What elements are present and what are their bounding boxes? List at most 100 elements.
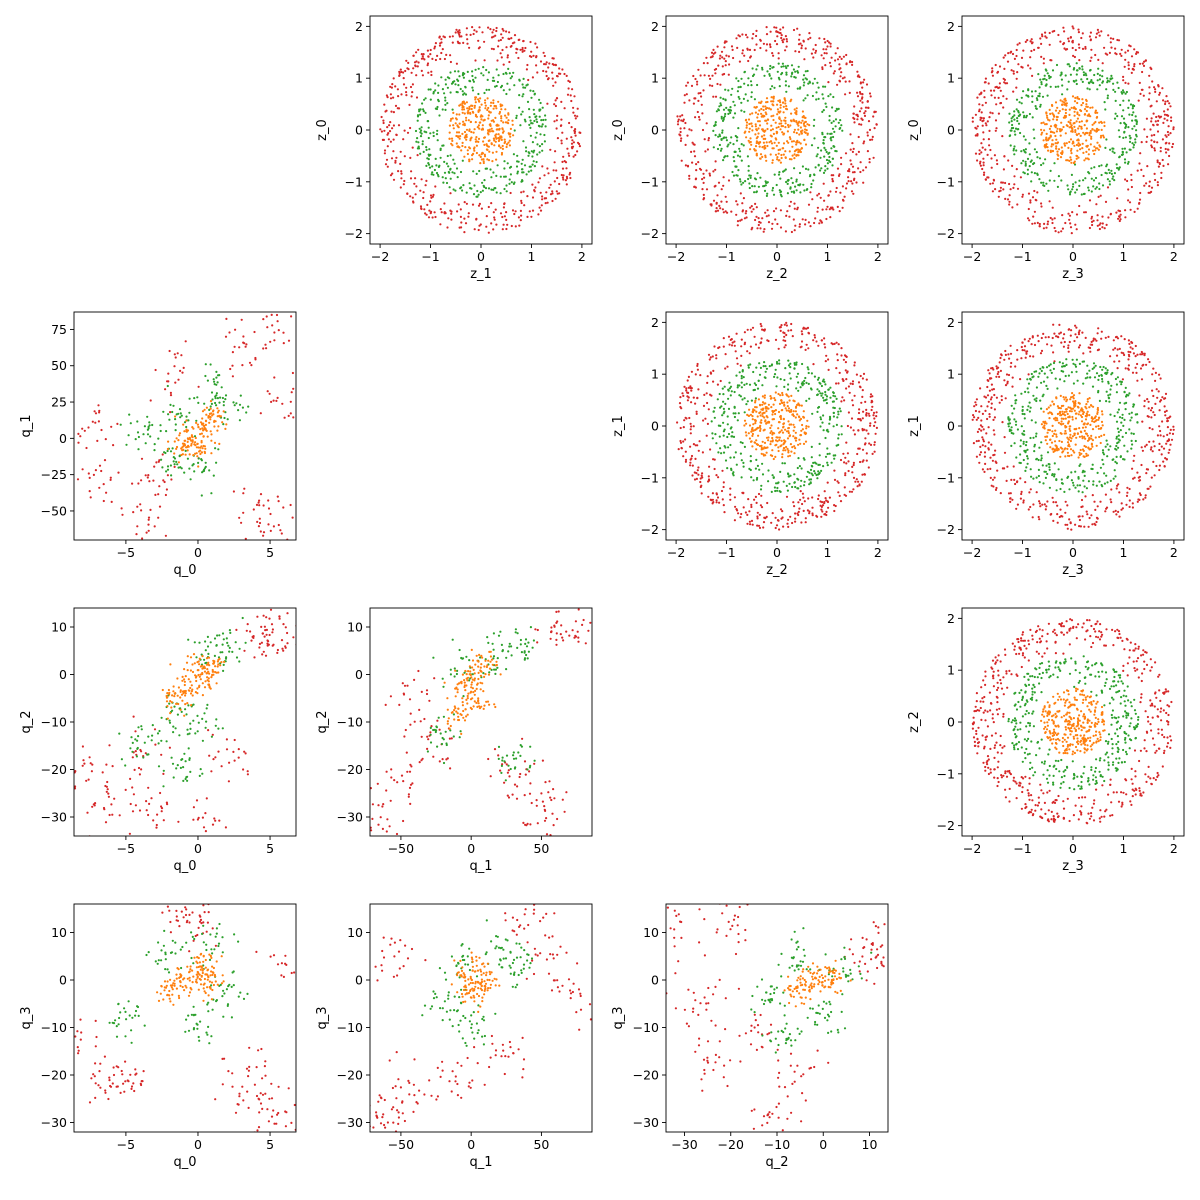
scatter-point xyxy=(832,415,836,418)
scatter-point xyxy=(873,450,876,453)
scatter-point xyxy=(162,479,165,482)
scatter-point xyxy=(1055,130,1058,133)
scatter-point xyxy=(573,95,576,98)
scatter-point xyxy=(199,421,203,424)
scatter-point xyxy=(472,152,475,155)
scatter-point xyxy=(199,433,202,436)
y-tick-label: 1 xyxy=(355,71,363,86)
scatter-point xyxy=(1126,162,1130,165)
scatter-point xyxy=(1081,98,1084,101)
scatter-point xyxy=(756,64,759,67)
scatter-point xyxy=(796,27,799,30)
scatter-point xyxy=(827,81,830,84)
scatter-point xyxy=(561,176,565,179)
scatter-point xyxy=(1130,55,1134,58)
scatter-point xyxy=(825,48,828,51)
scatter-point xyxy=(191,440,194,443)
scatter-point xyxy=(817,494,820,497)
scatter-point xyxy=(1116,81,1119,84)
scatter-point xyxy=(554,99,557,102)
scatter-point xyxy=(1093,73,1096,77)
scatter-point xyxy=(531,183,534,186)
scatter-point xyxy=(827,358,830,361)
scatter-point xyxy=(710,51,714,54)
scatter-point xyxy=(427,216,431,219)
scatter-point xyxy=(501,128,504,131)
scatter-point xyxy=(527,170,530,173)
x-tick-label: −2 xyxy=(963,249,981,264)
scatter-point xyxy=(759,39,762,42)
scatter-point xyxy=(1124,178,1127,181)
scatter-point xyxy=(283,416,286,419)
scatter-point xyxy=(981,120,984,123)
scatter-point xyxy=(478,154,481,157)
scatter-point xyxy=(682,455,685,458)
scatter-point xyxy=(856,91,859,94)
scatter-point xyxy=(1094,111,1097,114)
scatter-point xyxy=(1169,132,1172,135)
scatter-point xyxy=(504,114,507,117)
scatter-point xyxy=(458,35,461,38)
scatter-point xyxy=(463,112,466,115)
scatter-point xyxy=(1081,147,1084,150)
scatter-point xyxy=(541,149,544,152)
scatter-point xyxy=(1008,134,1011,138)
scatter-point xyxy=(205,429,208,432)
scatter-point xyxy=(684,438,687,441)
x-tick-label: 0 xyxy=(773,249,781,264)
scatter-point xyxy=(526,195,529,198)
scatter-point xyxy=(576,150,579,153)
scatter-point xyxy=(997,112,1001,115)
scatter-point xyxy=(1166,108,1169,111)
scatter-point xyxy=(825,217,828,221)
scatter-point xyxy=(1069,156,1072,159)
scatter-point xyxy=(502,29,505,32)
scatter-point xyxy=(765,515,768,519)
scatter-point xyxy=(754,149,757,152)
scatter-point xyxy=(676,421,679,424)
scatter-point xyxy=(486,148,489,151)
scatter-point xyxy=(466,70,469,73)
scatter-point xyxy=(811,512,814,515)
scatter-point xyxy=(701,472,704,475)
scatter-point xyxy=(520,162,523,165)
scatter-point xyxy=(726,435,729,439)
scatter-point xyxy=(136,431,140,434)
scatter-point xyxy=(716,383,720,386)
scatter-point xyxy=(1028,112,1031,116)
scatter-point xyxy=(792,501,795,504)
scatter-point xyxy=(713,345,716,348)
scatter-point xyxy=(434,185,437,188)
scatter-point xyxy=(690,387,693,390)
scatter-point xyxy=(737,79,740,83)
scatter-point xyxy=(980,151,983,154)
scatter-point xyxy=(502,89,505,92)
scatter-point xyxy=(557,72,561,75)
scatter-point xyxy=(777,152,780,155)
scatter-point xyxy=(256,520,259,524)
scatter-point xyxy=(204,447,207,450)
scatter-point xyxy=(535,131,538,134)
scatter-point xyxy=(798,87,802,90)
scatter-point xyxy=(751,37,754,40)
scatter-point xyxy=(760,506,764,509)
scatter-point xyxy=(159,429,162,433)
scatter-point xyxy=(868,128,872,131)
scatter-point xyxy=(789,377,792,380)
x-tick-label: 2 xyxy=(874,249,882,264)
scatter-point xyxy=(568,80,572,83)
scatter-point xyxy=(415,60,418,63)
scatter-point xyxy=(872,156,875,159)
scatter-point xyxy=(865,452,868,455)
scatter-point xyxy=(711,437,714,440)
scatter-point xyxy=(693,143,696,146)
scatter-point xyxy=(572,141,576,144)
scatter-point xyxy=(836,83,839,86)
scatter-point xyxy=(424,212,427,215)
scatter-point xyxy=(700,474,703,477)
scatter-point xyxy=(821,421,824,424)
scatter-point xyxy=(1154,120,1157,123)
scatter-point xyxy=(1162,164,1165,167)
scatter-point xyxy=(816,393,820,396)
scatter-point xyxy=(262,318,265,321)
